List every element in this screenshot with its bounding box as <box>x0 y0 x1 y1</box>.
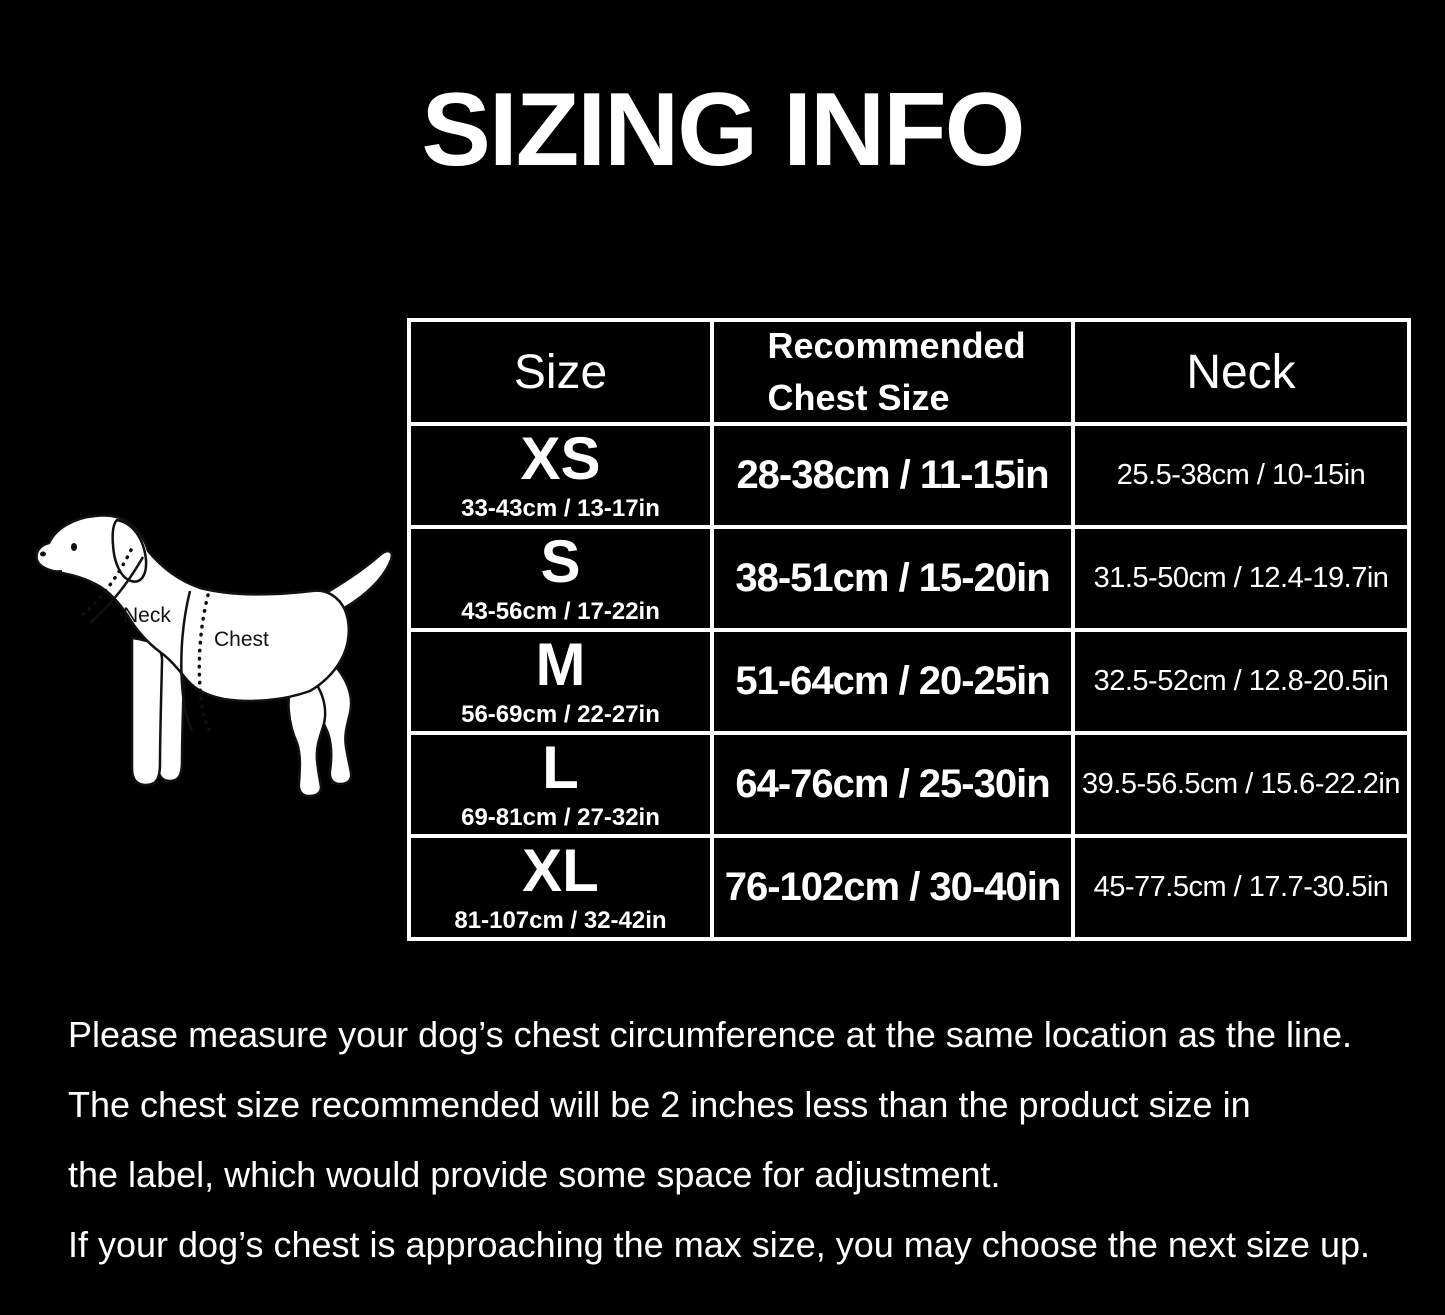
table-row-xl-size: XL 81-107cm / 32-42in <box>411 838 710 937</box>
dog-nostril <box>40 551 46 557</box>
table-row-xl-neck: 45-77.5cm / 17.7-30.5in <box>1075 838 1407 937</box>
table-row-s-neck: 31.5-50cm / 12.4-19.7in <box>1075 529 1407 628</box>
table-row-xs-neck: 25.5-38cm / 10-15in <box>1075 426 1407 525</box>
dog-measurement-diagram: Neck Chest <box>22 503 397 808</box>
table-row-m-chest: 51-64cm / 20-25in <box>714 632 1071 731</box>
table-row-s-chest: 38-51cm / 15-20in <box>714 529 1071 628</box>
table-row-l-neck: 39.5-56.5cm / 15.6-22.2in <box>1075 735 1407 834</box>
header-chest: Recommended Chest Size <box>714 322 1071 422</box>
chest-measure-line-solid <box>180 590 194 732</box>
table-row-s-size: S 43-56cm / 17-22in <box>411 529 710 628</box>
table-row-xs-chest: 28-38cm / 11-15in <box>714 426 1071 525</box>
measurement-notes: Please measure your dog’s chest circumfe… <box>68 1000 1398 1280</box>
neck-measure-line-dotted <box>78 548 133 619</box>
header-neck: Neck <box>1075 322 1407 422</box>
note-line-1: Please measure your dog’s chest circumfe… <box>68 1014 1353 1055</box>
dog-far-hind-leg <box>314 651 353 786</box>
table-row-m-size: M 56-69cm / 22-27in <box>411 632 710 731</box>
sizing-table: Size Recommended Chest Size Neck XS 33-4… <box>407 318 1411 941</box>
dog-near-front-leg <box>130 636 164 787</box>
dog-silhouette-icon: Neck Chest <box>35 514 393 798</box>
table-row-xl-chest: 76-102cm / 30-40in <box>714 838 1071 937</box>
neck-measure-line-solid <box>89 556 145 624</box>
note-line-3: the label, which would provide some spac… <box>68 1154 1001 1195</box>
table-row-l-chest: 64-76cm / 25-30in <box>714 735 1071 834</box>
neck-label: Neck <box>123 604 171 627</box>
table-row-m-neck: 32.5-52cm / 12.8-20.5in <box>1075 632 1407 731</box>
chest-label: Chest <box>214 628 269 651</box>
header-size: Size <box>411 322 710 422</box>
note-line-2: The chest size recommended will be 2 inc… <box>68 1084 1251 1125</box>
dog-mouth-line <box>36 562 63 573</box>
page-title: SIZING INFO <box>421 72 1026 188</box>
dog-body <box>35 514 350 703</box>
note-line-4: If your dog’s chest is approaching the m… <box>68 1224 1371 1265</box>
table-row-xs-size: XS 33-43cm / 13-17in <box>411 426 710 525</box>
dog-eye <box>71 543 77 551</box>
dog-near-hind-leg <box>287 669 327 798</box>
table-row-l-size: L 69-81cm / 27-32in <box>411 735 710 834</box>
